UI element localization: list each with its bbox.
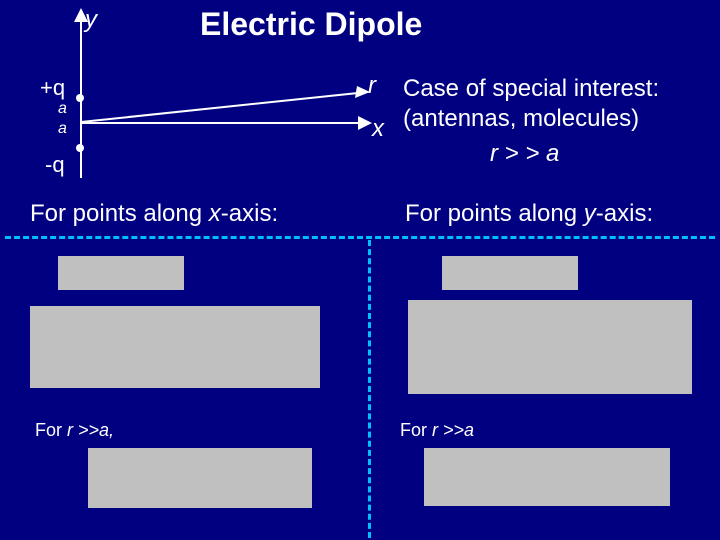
a-upper-label: a <box>58 100 67 118</box>
equation-ey-approx-y <box>424 448 670 506</box>
case-text-1: Case of special interest: <box>403 75 659 103</box>
page-title: Electric Dipole <box>200 6 422 43</box>
r-gg-a: r > > a <box>490 140 559 168</box>
y-section-suffix: -axis: <box>596 200 653 227</box>
for-prefix-y: For <box>400 420 432 440</box>
y-section-var: y <box>584 200 596 227</box>
r-label: r <box>368 72 376 100</box>
equation-ey-r0 <box>30 306 320 388</box>
horizontal-divider <box>5 236 715 239</box>
x-section-var: x <box>209 200 221 227</box>
minus-q-point <box>76 144 84 152</box>
x-section-prefix: For points along <box>30 200 209 227</box>
equation-ey-0r <box>408 300 692 394</box>
case-text-2: (antennas, molecules) <box>403 105 639 133</box>
plus-q-label: +q <box>40 75 65 101</box>
for-rel-x: r >>a, <box>67 420 114 440</box>
minus-q-label: -q <box>45 152 65 178</box>
x-axis-arrow <box>358 116 372 130</box>
y-axis-section: For points along y-axis: <box>405 200 653 228</box>
vertical-divider <box>368 240 371 538</box>
y-label: y <box>85 6 97 34</box>
x-label: x <box>372 115 384 143</box>
a-lower-label: a <box>58 120 67 138</box>
for-r-gg-a-y: For r >>a <box>400 420 474 441</box>
plus-q-point <box>76 94 84 102</box>
x-axis-line <box>80 122 360 124</box>
equation-ex-r0 <box>58 256 184 290</box>
y-section-prefix: For points along <box>405 200 584 227</box>
equation-ex-0r <box>442 256 578 290</box>
equation-ey-approx-x <box>88 448 312 508</box>
for-r-gg-a-x: For r >>a, <box>35 420 114 441</box>
x-section-suffix: -axis: <box>221 200 278 227</box>
x-axis-section: For points along x-axis: <box>30 200 278 228</box>
for-rel-y: r >>a <box>432 420 474 440</box>
for-prefix-x: For <box>35 420 67 440</box>
